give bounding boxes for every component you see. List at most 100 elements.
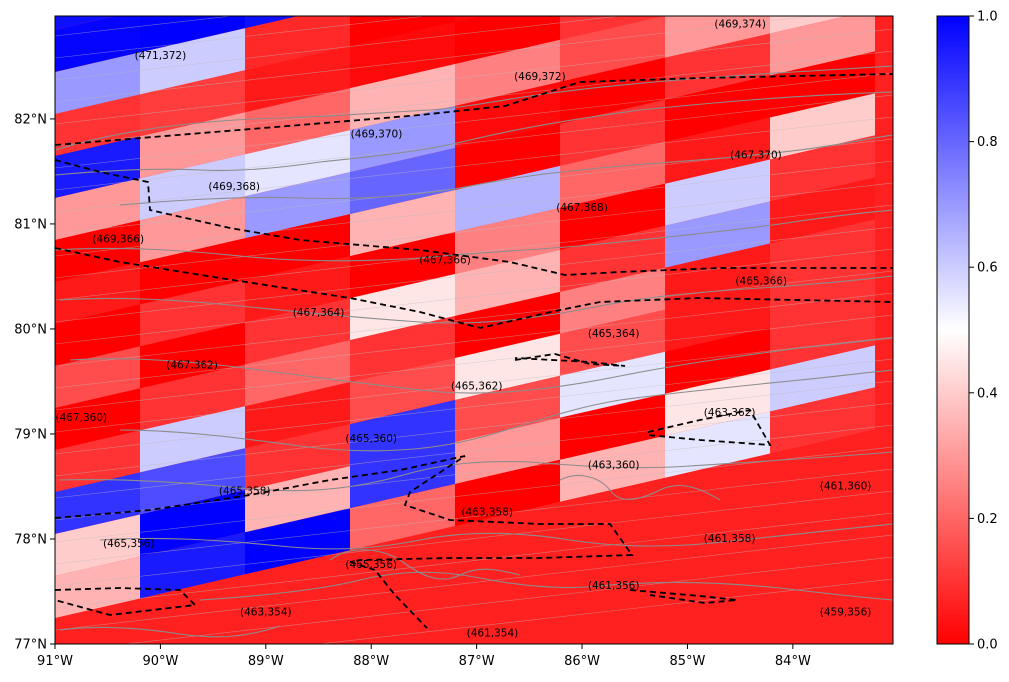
pixel-grid-line [55,72,893,169]
swath-cell [245,46,350,113]
pixel-grid-line [55,512,893,609]
swath-cell [455,165,560,232]
swath-cell [455,81,560,148]
colorbar-tick-label: 0.4 [977,386,998,401]
pixel-grid-line [55,116,893,213]
coastline [59,625,281,638]
boundary-line [55,73,893,146]
swath-cell [55,52,140,115]
coastline [55,209,893,262]
cell-label: (465,366) [735,276,787,288]
swath-cell [55,262,140,324]
lat-tick-label: 81°N [14,217,47,232]
swath-cell [245,466,350,533]
swath-cell [665,16,770,58]
cell-label: (469,372) [514,71,566,83]
swath-cell [140,196,245,263]
swath-cell [770,16,847,34]
swath-cell [560,141,665,208]
cell-label: (467,362) [166,360,218,372]
swath-cell [55,472,140,535]
swath-cell [665,0,770,16]
lat-tick-label: 77°N [14,638,47,653]
swath-cell [560,435,665,502]
colorbar [936,15,970,645]
swath-cell [560,351,665,418]
swath-cell [350,316,455,383]
swath-cell [350,358,455,425]
cell-label: (465,362) [451,381,503,393]
cell-label: (465,356) [345,559,397,571]
swath-cell [665,327,770,394]
swath-cell [770,51,875,118]
cell-label: (469,366) [92,234,144,246]
swath-cell [55,178,140,240]
cell-label: (471,372) [135,50,187,62]
lon-tick-label: 90°W [142,654,178,669]
cell-label: (461,356) [588,580,640,592]
swath-cell [55,514,140,577]
cell-label: (467,364) [293,307,345,319]
swath-cell [140,112,245,179]
swath-cell [770,387,875,454]
cell-label: (459,356) [820,606,872,618]
pixel-grid-line [55,182,893,279]
swath-cell [665,159,770,226]
cell-label: (467,370) [730,150,782,162]
colorbar-tick-label: 0.8 [977,135,998,150]
cell-label: (463,358) [461,507,513,519]
swath-cell [350,22,455,89]
coastline [55,65,893,151]
pixel-grid-line [55,402,893,499]
swath-cell [55,388,140,450]
pixel-grid-line [55,94,893,191]
boundary-line [514,353,626,367]
swath-cell [140,70,245,137]
swath-cell [140,238,245,305]
swath-cell [140,364,245,431]
lat-tick-label: 78°N [14,532,47,547]
pixel-grid-line [55,534,893,631]
swath-cell [55,16,140,72]
coastline [329,549,521,580]
lon-tick-label: 87°W [459,654,495,669]
swath-cell [455,459,560,526]
cell-label: (465,358) [219,486,271,498]
pixel-grid-line [55,28,893,125]
boundary-line [55,587,197,616]
coastline [559,475,721,501]
pixel-grid-line [55,446,893,543]
swath-cell [245,16,350,71]
boundary-line [647,408,772,447]
swath-cell [770,177,875,244]
coastline [119,369,893,452]
swath-cell [245,130,350,197]
pixel-grid-line [316,578,893,644]
swath-cell [770,93,875,160]
map-layer: (469,374) (471,372) (469,372) (469,370) (467… [55,0,893,644]
swath-cell [140,406,245,473]
swath-cell [560,393,665,460]
swath-cell [770,135,875,202]
pixel-grid-line [55,248,893,345]
pixel-grid-line [55,16,235,37]
pixel-grid-line [55,314,893,411]
swath-cell [455,375,560,442]
swath-cell [770,261,875,328]
lon-tick-label: 88°W [353,654,389,669]
swath-cell [140,28,245,95]
swath-cell [350,400,455,467]
swath-cell [350,232,455,299]
cell-label: (461,354) [467,627,519,639]
cell-label: (467,368) [556,202,608,214]
swath-cell [560,267,665,334]
swath-cell [245,340,350,407]
cell-label: (461,358) [704,533,756,545]
lat-tick-label: 79°N [14,427,47,442]
coastline [59,275,893,324]
swath-cell [455,123,560,190]
swath-cell [140,322,245,389]
pixel-grid-line [55,336,893,433]
swath-cell [350,274,455,341]
pixel-grid-line [55,380,893,477]
